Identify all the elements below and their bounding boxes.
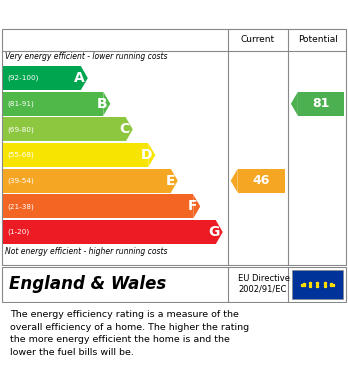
Text: 81: 81 — [312, 97, 330, 110]
Bar — [3, 117, 126, 142]
Bar — [3, 92, 103, 116]
Bar — [238, 169, 285, 193]
Text: (92-100): (92-100) — [8, 75, 39, 81]
Bar — [3, 220, 216, 244]
Bar — [298, 92, 344, 116]
Text: A: A — [74, 71, 85, 85]
Bar — [3, 169, 171, 193]
Text: Not energy efficient - higher running costs: Not energy efficient - higher running co… — [5, 247, 168, 256]
Text: Energy Efficiency Rating: Energy Efficiency Rating — [10, 7, 220, 22]
Text: Current: Current — [241, 35, 275, 44]
Text: F: F — [188, 199, 197, 213]
Text: England & Wales: England & Wales — [9, 275, 166, 293]
Text: The energy efficiency rating is a measure of the
overall efficiency of a home. T: The energy efficiency rating is a measur… — [10, 310, 250, 357]
Text: 46: 46 — [253, 174, 270, 187]
Polygon shape — [126, 117, 133, 142]
Bar — [3, 66, 81, 90]
Bar — [292, 270, 343, 299]
Bar — [3, 194, 193, 219]
Text: E: E — [165, 174, 175, 188]
Text: (81-91): (81-91) — [8, 100, 34, 107]
Polygon shape — [103, 92, 110, 116]
Text: (39-54): (39-54) — [8, 178, 34, 184]
Polygon shape — [81, 66, 88, 90]
Polygon shape — [148, 143, 155, 167]
Text: C: C — [120, 122, 130, 136]
Text: D: D — [141, 148, 152, 162]
Text: (69-80): (69-80) — [8, 126, 34, 133]
Bar — [3, 143, 148, 167]
Text: Very energy efficient - lower running costs: Very energy efficient - lower running co… — [5, 52, 168, 61]
Text: (21-38): (21-38) — [8, 203, 34, 210]
Polygon shape — [216, 220, 223, 244]
Text: (1-20): (1-20) — [8, 229, 30, 235]
Polygon shape — [231, 169, 238, 193]
Polygon shape — [291, 92, 298, 116]
Text: (55-68): (55-68) — [8, 152, 34, 158]
Text: EU Directive
2002/91/EC: EU Directive 2002/91/EC — [238, 274, 290, 294]
Text: G: G — [208, 225, 220, 239]
Polygon shape — [193, 194, 200, 219]
Text: B: B — [97, 97, 108, 111]
Text: Potential: Potential — [298, 35, 338, 44]
Polygon shape — [171, 169, 178, 193]
